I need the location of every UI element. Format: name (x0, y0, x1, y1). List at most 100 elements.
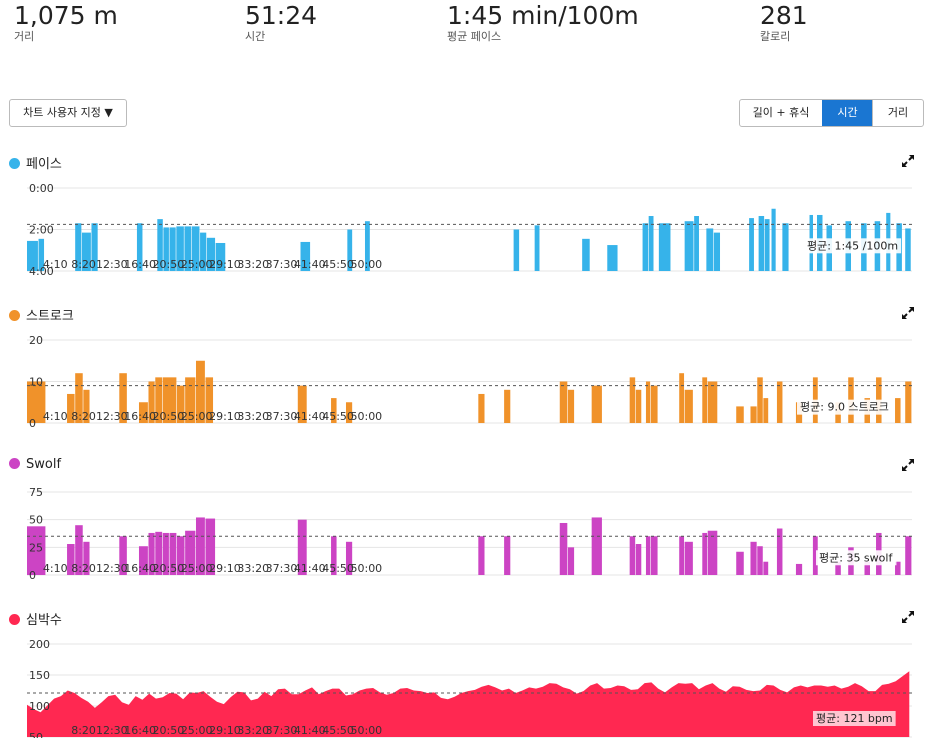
average-label: 평균: 35 swolf (819, 551, 893, 564)
data-bar (736, 406, 744, 423)
data-bar (635, 389, 642, 423)
y-tick-label: 25 (29, 541, 43, 554)
data-bar (215, 242, 226, 271)
x-tick-label: 45:50 (322, 562, 354, 575)
data-bar (567, 547, 575, 575)
data-bar (169, 532, 177, 575)
x-tick-label: 12:30 (96, 410, 128, 423)
chart-title-heart-rate: 심박수 (9, 609, 62, 628)
data-bar (835, 561, 841, 575)
data-bar (169, 227, 176, 271)
y-tick-label: 0 (29, 417, 36, 430)
data-bar (364, 221, 370, 271)
data-bar (713, 232, 721, 271)
x-tick-label: 20:50 (153, 258, 185, 271)
expand-icon[interactable] (900, 609, 916, 625)
data-bar (642, 223, 649, 271)
y-tick-label: 100 (29, 700, 50, 713)
y-tick-label: 10 (29, 376, 43, 389)
x-tick-label: 41:40 (294, 410, 326, 423)
x-tick-label: 16:40 (124, 410, 156, 423)
strokes-chart: 0 10 20 4:10 8:20 12:3016:4020:5025:0029:1033… (27, 334, 912, 430)
data-bar (679, 536, 685, 575)
toggle-distance[interactable]: 거리 (872, 100, 923, 126)
data-bar (749, 218, 754, 271)
x-tick-label: 12:30 (96, 562, 128, 575)
expand-icon[interactable] (900, 153, 916, 169)
x-tick-label: 8:20 (71, 562, 96, 575)
data-bar (205, 518, 216, 575)
data-bar (297, 519, 307, 575)
chart-title-swolf: Swolf (9, 457, 61, 472)
average-label-bg (797, 399, 892, 415)
data-bar (684, 389, 693, 423)
stat-value: 1,075 m (14, 1, 118, 30)
data-bar (776, 381, 783, 423)
x-tick-label: 29:10 (209, 258, 241, 271)
data-bar (331, 536, 337, 575)
data-bar (297, 385, 307, 423)
x-tick-label: 29:10 (209, 410, 241, 423)
data-bar (645, 536, 651, 575)
x-tick-label: 4:10 (43, 410, 68, 423)
data-bar (75, 223, 82, 271)
data-bar (648, 216, 654, 271)
x-tick-label: 25:00 (181, 258, 213, 271)
data-bar (895, 561, 901, 575)
stat-value: 1:45 min/100m (447, 1, 639, 30)
y-tick-label: 20 (29, 334, 43, 347)
data-bar (629, 377, 636, 423)
data-bar (67, 544, 75, 575)
average-label: 평균: 1:45 /100m (807, 239, 898, 252)
data-bar (176, 226, 184, 271)
x-tick-label: 37:30 (266, 410, 298, 423)
stat-time: 51:24 시간 (245, 0, 317, 43)
data-bar (83, 389, 90, 423)
x-tick-label: 41:40 (294, 724, 326, 737)
y-tick-label: 0:00 (29, 182, 54, 195)
data-bar (504, 389, 511, 423)
data-bar (559, 522, 568, 575)
data-bar (138, 402, 148, 423)
toggle-time[interactable]: 시간 (822, 100, 872, 126)
data-bar (138, 546, 148, 575)
stat-value: 281 (760, 1, 808, 30)
data-bar (83, 541, 90, 575)
data-bar (607, 245, 618, 271)
data-bar (148, 532, 155, 575)
x-tick-label: 8:20 (71, 258, 96, 271)
data-bar (345, 541, 353, 575)
data-bar (195, 517, 205, 575)
data-bar (27, 526, 46, 575)
data-bar (635, 544, 642, 575)
data-bar (184, 226, 192, 271)
data-bar (136, 223, 143, 271)
data-bar (195, 360, 205, 423)
data-bar (75, 373, 83, 423)
average-label-bg (813, 711, 896, 726)
data-bar (694, 216, 699, 271)
expand-icon[interactable] (900, 305, 916, 321)
data-bar (707, 381, 718, 423)
x-tick-label: 45:50 (322, 258, 354, 271)
data-bar (504, 536, 511, 575)
y-tick-label: 0 (29, 569, 36, 582)
y-tick-label: 150 (29, 669, 50, 682)
data-bar (185, 530, 196, 575)
x-tick-label: 20:50 (153, 724, 185, 737)
data-bar (176, 385, 185, 423)
data-bar (702, 532, 708, 575)
legend-dot (9, 458, 20, 469)
data-bar (148, 381, 155, 423)
x-tick-label: 50:00 (350, 724, 382, 737)
chart-title-text: Swolf (26, 457, 62, 472)
stat-label: 평균 페이스 (447, 30, 502, 43)
average-label-bg (816, 550, 897, 566)
average-label: 평균: 121 bpm (816, 712, 893, 725)
toggle-length-rest[interactable]: 길이 + 휴식 (752, 106, 810, 119)
expand-icon[interactable] (900, 457, 916, 473)
data-bar (650, 385, 658, 423)
data-bar (191, 226, 200, 271)
data-bar (75, 525, 83, 575)
customize-chart-button[interactable]: 차트 사용자 지정 ▼ (9, 99, 127, 127)
